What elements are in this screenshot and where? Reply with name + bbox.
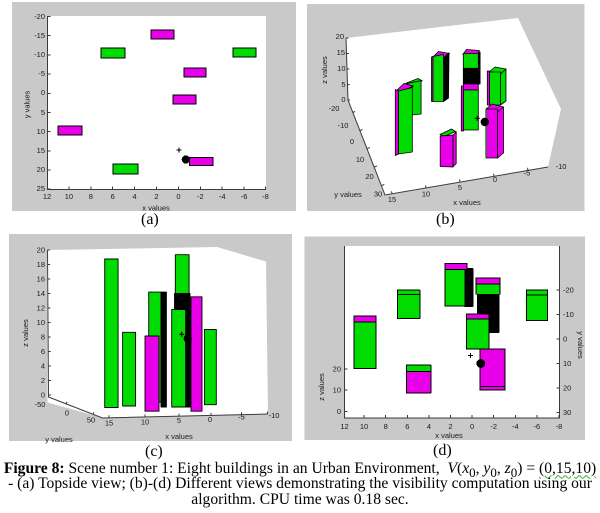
svg-text:30: 30 <box>563 408 571 417</box>
svg-text:2: 2 <box>448 422 452 431</box>
svg-text:y values: y values <box>334 190 362 199</box>
svg-text:8: 8 <box>384 422 388 431</box>
svg-text:10: 10 <box>141 418 149 427</box>
svg-text:-50: -50 <box>35 400 46 409</box>
svg-text:12: 12 <box>340 422 348 431</box>
svg-text:z values: z values <box>317 373 326 401</box>
svg-text:x values: x values <box>453 198 481 207</box>
svg-text:x values: x values <box>165 432 193 441</box>
svg-text:20: 20 <box>37 246 45 255</box>
svg-text:-8: -8 <box>262 192 269 201</box>
svg-text:y values: y values <box>576 331 585 359</box>
svg-text:5: 5 <box>177 416 181 425</box>
svg-text:8: 8 <box>89 192 93 201</box>
svg-text:20: 20 <box>37 165 45 174</box>
svg-text:-10: -10 <box>563 310 574 319</box>
svg-text:20: 20 <box>333 365 341 374</box>
svg-text:-10: -10 <box>556 162 567 171</box>
svg-text:x values: x values <box>435 431 463 440</box>
svg-text:0: 0 <box>176 192 180 201</box>
svg-text:50: 50 <box>87 416 95 425</box>
svg-text:10: 10 <box>356 155 364 164</box>
svg-text:6: 6 <box>41 347 45 356</box>
svg-text:15: 15 <box>37 146 45 155</box>
svg-text:0: 0 <box>493 175 497 184</box>
svg-text:10: 10 <box>333 386 341 395</box>
svg-text:z values: z values <box>21 319 30 347</box>
svg-text:-2: -2 <box>490 422 497 431</box>
svg-text:0: 0 <box>337 407 341 416</box>
svg-text:-20: -20 <box>34 12 45 21</box>
svg-text:-8: -8 <box>556 422 563 431</box>
svg-text:0: 0 <box>470 422 474 431</box>
svg-text:6: 6 <box>111 192 115 201</box>
svg-text:y values: y values <box>45 435 73 444</box>
svg-text:4: 4 <box>133 192 137 201</box>
svg-text:15: 15 <box>388 195 396 204</box>
svg-text:6: 6 <box>405 422 409 431</box>
svg-text:-6: -6 <box>241 192 248 201</box>
svg-text:12: 12 <box>43 192 51 201</box>
svg-text:15: 15 <box>105 419 113 428</box>
svg-text:0: 0 <box>563 335 567 344</box>
svg-text:-4: -4 <box>512 422 519 431</box>
svg-text:-5: -5 <box>38 69 45 78</box>
svg-text:16: 16 <box>37 275 45 284</box>
svg-text:25: 25 <box>37 184 45 193</box>
svg-text:10: 10 <box>37 127 45 136</box>
svg-text:-10: -10 <box>269 411 280 420</box>
svg-text:18: 18 <box>37 260 45 269</box>
svg-text:-6: -6 <box>534 422 541 431</box>
svg-text:0: 0 <box>341 95 345 104</box>
svg-text:0: 0 <box>208 415 212 424</box>
svg-text:0: 0 <box>350 137 354 146</box>
svg-text:12: 12 <box>37 304 45 313</box>
svg-text:0: 0 <box>41 88 45 97</box>
svg-text:20: 20 <box>365 172 373 181</box>
svg-text:-20: -20 <box>329 104 340 113</box>
svg-text:10: 10 <box>563 359 571 368</box>
svg-text:-5: -5 <box>238 413 245 422</box>
svg-text:y values: y values <box>23 90 32 118</box>
svg-text:5: 5 <box>41 108 45 117</box>
svg-text:20: 20 <box>336 32 344 41</box>
svg-text:4: 4 <box>41 362 45 371</box>
svg-text:-5: -5 <box>524 169 531 178</box>
svg-text:30: 30 <box>374 190 382 199</box>
svg-text:10: 10 <box>337 64 345 73</box>
svg-text:10: 10 <box>360 422 368 431</box>
svg-text:2: 2 <box>41 376 45 385</box>
svg-text:-2: -2 <box>197 192 204 201</box>
svg-text:14: 14 <box>37 289 45 298</box>
svg-text:20: 20 <box>563 384 571 393</box>
svg-text:15: 15 <box>337 48 345 57</box>
svg-text:0: 0 <box>41 391 45 400</box>
svg-text:4: 4 <box>427 422 431 431</box>
svg-text:5: 5 <box>341 80 345 89</box>
svg-text:2: 2 <box>154 192 158 201</box>
svg-text:-10: -10 <box>34 50 45 59</box>
svg-text:-10: -10 <box>338 121 349 130</box>
svg-text:-15: -15 <box>34 31 45 40</box>
svg-text:x values: x values <box>142 204 170 213</box>
svg-text:-20: -20 <box>563 286 574 295</box>
svg-text:5: 5 <box>458 183 462 192</box>
svg-text:10: 10 <box>422 190 430 199</box>
svg-text:8: 8 <box>41 333 45 342</box>
svg-text:10: 10 <box>65 192 73 201</box>
svg-text:z values: z values <box>320 56 329 84</box>
svg-text:0: 0 <box>65 409 69 418</box>
svg-text:10: 10 <box>37 318 45 327</box>
svg-text:-4: -4 <box>219 192 226 201</box>
